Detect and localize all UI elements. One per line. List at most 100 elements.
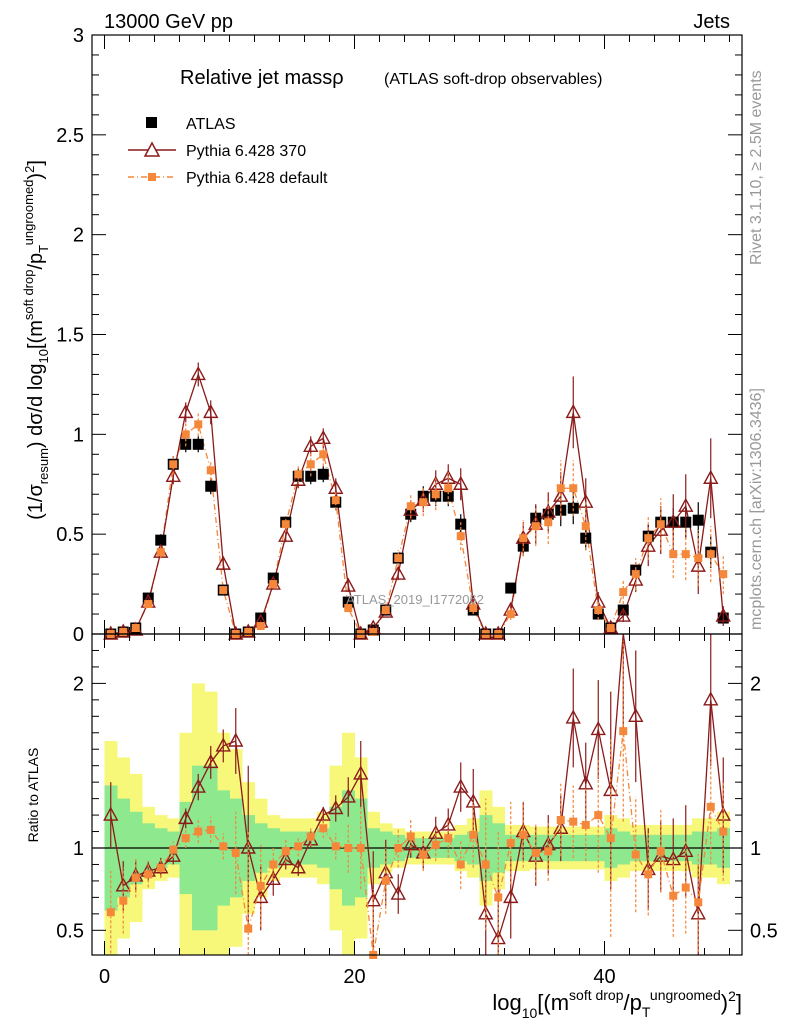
data-point-mc1 xyxy=(290,471,306,486)
data-point-mc2 xyxy=(319,450,328,459)
data-point-mc2 xyxy=(431,490,440,499)
ratio-point-mc2 xyxy=(581,820,590,829)
ratio-point-mc1 xyxy=(265,870,281,885)
data-point-mc2 xyxy=(531,522,540,531)
data-point-mc2 xyxy=(594,606,603,615)
y-tick-label: 0 xyxy=(73,624,84,646)
data-point-mc1 xyxy=(340,577,356,592)
ratio-y-tick-label: 1 xyxy=(73,838,84,860)
category-label: Jets xyxy=(693,11,730,33)
x-tick-label: 40 xyxy=(593,966,615,988)
data-point-mc1 xyxy=(303,437,319,453)
data-point-mc2 xyxy=(694,554,703,563)
data-point-mc2 xyxy=(619,588,628,597)
data-point-mc1 xyxy=(215,555,231,570)
data-point-mc1 xyxy=(665,513,681,528)
data-point-mc2 xyxy=(344,604,353,613)
ratio-point-mc2 xyxy=(169,845,178,854)
ratio-point-mc2 xyxy=(519,830,528,839)
x-tick-label: 20 xyxy=(343,966,365,988)
ratio-point-mc2 xyxy=(556,816,565,825)
ratio-point-mc2 xyxy=(306,832,315,841)
ratio-point-mc2 xyxy=(619,727,628,736)
data-point-mc2 xyxy=(444,484,453,493)
data-point-mc2 xyxy=(256,622,265,631)
ratio-point-mc1 xyxy=(215,737,231,752)
ratio-point-mc1 xyxy=(503,888,519,904)
ratio-point-mc2 xyxy=(606,834,615,843)
ratio-point-mc1 xyxy=(340,788,356,803)
ratio-point-mc1 xyxy=(390,885,406,900)
ratio-y-tick-label: 2 xyxy=(73,673,84,695)
data-point-mc1 xyxy=(653,521,669,536)
ratio-point-mc2 xyxy=(431,840,440,849)
ratio-point-mc2 xyxy=(281,847,290,856)
ratio-point-mc2 xyxy=(456,860,465,869)
ratio-point-mc1 xyxy=(103,806,119,821)
ratio-point-mc2 xyxy=(156,863,165,872)
ratio-point-mc1 xyxy=(403,836,419,851)
ratio-point-mc2 xyxy=(406,832,415,841)
ratio-point-mc2 xyxy=(531,848,540,857)
data-point-mc2 xyxy=(581,522,590,531)
data-point-mc1 xyxy=(190,365,206,381)
ratio-point-mc2 xyxy=(444,834,453,843)
data-point-atlas xyxy=(205,480,217,492)
ratio-point-mc1 xyxy=(178,809,194,825)
ratio-point-mc2 xyxy=(319,824,328,833)
ratio-point-mc1 xyxy=(703,691,719,706)
ratio-point-mc2 xyxy=(706,802,715,811)
plot-title: Relative jet massρ xyxy=(180,67,344,89)
ratio-point-mc2 xyxy=(594,811,603,820)
ratio-point-mc2 xyxy=(719,827,728,836)
data-point-atlas xyxy=(155,534,167,546)
ratio-point-mc2 xyxy=(194,827,203,836)
ratio-point-mc2 xyxy=(144,870,153,879)
data-point-atlas xyxy=(342,596,354,608)
mcplots-label: mcplots.cern.ch [arXiv:1306.3436] xyxy=(748,388,765,630)
y-tick-label: 1 xyxy=(73,424,84,446)
ratio-point-mc2 xyxy=(244,924,253,933)
ratio-point-mc2 xyxy=(106,908,115,917)
ratio-point-mc2 xyxy=(219,842,228,851)
ratio-plot-frame xyxy=(91,633,743,956)
ratio-point-mc2 xyxy=(631,850,640,859)
y-tick-label: 2 xyxy=(73,225,84,247)
legend-label-atlas: ATLAS xyxy=(186,116,236,133)
ratio-point-mc2 xyxy=(356,844,365,852)
data-point-atlas xyxy=(192,438,204,450)
y-tick-label: 1.5 xyxy=(56,325,84,347)
ratio-point-mc2 xyxy=(131,873,140,882)
ratio-point-mc2 xyxy=(481,860,490,869)
data-point-mc2 xyxy=(406,502,415,511)
data-point-mc1 xyxy=(640,537,656,552)
data-point-mc1 xyxy=(453,475,469,490)
data-point-mc2 xyxy=(119,628,128,637)
ratio-point-mc1 xyxy=(165,847,181,862)
ratio-point-mc2 xyxy=(206,825,215,834)
data-point-mc1 xyxy=(678,497,694,512)
ratio-y-tick-label: 0.5 xyxy=(56,920,84,942)
data-point-mc1 xyxy=(615,607,631,622)
data-point-mc2 xyxy=(244,628,253,637)
data-point-mc2 xyxy=(419,498,428,507)
data-point-mc2 xyxy=(219,586,228,595)
x-tick-label: 0 xyxy=(99,966,110,988)
data-point-mc2 xyxy=(181,430,190,439)
data-point-mc2 xyxy=(381,606,390,615)
ratio-point-mc1 xyxy=(290,859,306,874)
ratio-point-mc1 xyxy=(315,806,331,821)
data-point-mc2 xyxy=(631,570,640,579)
data-point-mc2 xyxy=(394,554,403,563)
data-point-mc2 xyxy=(469,604,478,613)
ratio-point-mc2 xyxy=(681,883,690,892)
data-point-atlas xyxy=(505,582,517,594)
ratio-point-mc2 xyxy=(419,850,428,859)
data-point-mc2 xyxy=(206,466,215,475)
legend-label-mc2: Pythia 6.428 default xyxy=(186,170,328,187)
ratio-point-mc2 xyxy=(506,839,515,848)
ratio-point-mc1 xyxy=(278,851,294,866)
data-point-mc2 xyxy=(656,520,665,529)
data-point-mc1 xyxy=(715,607,731,622)
